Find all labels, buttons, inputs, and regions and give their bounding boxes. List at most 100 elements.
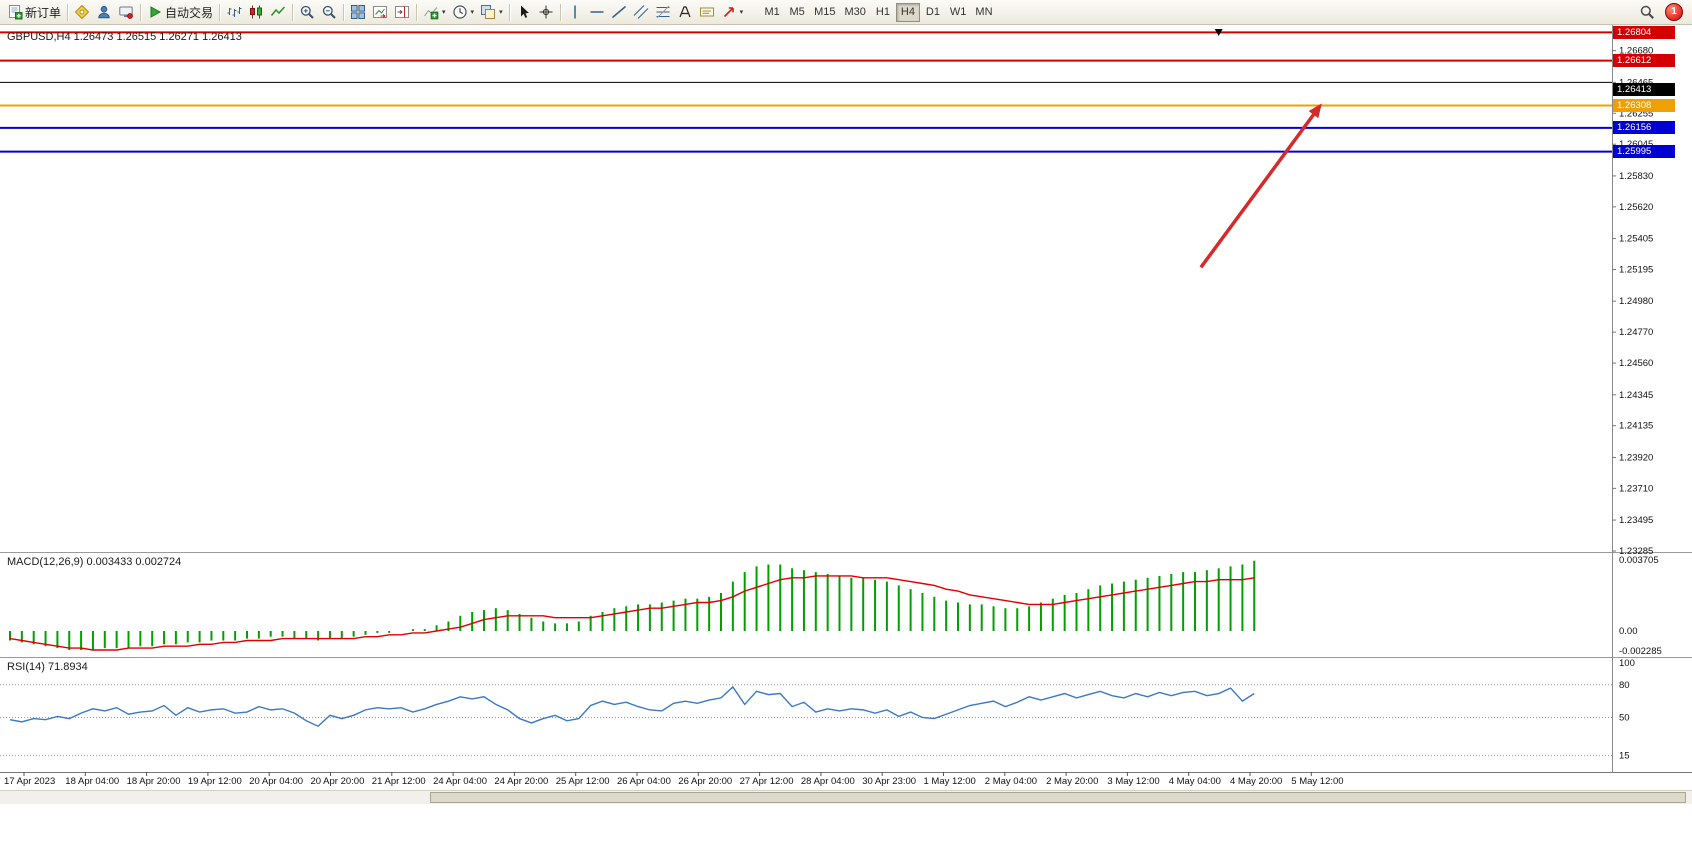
text-button[interactable] (674, 2, 696, 23)
template-icon (480, 4, 496, 20)
chart-ohlc-title: GBPUSD,H4 1.26473 1.26515 1.26271 1.2641… (7, 31, 242, 43)
main-toolbar: 新订单 自动交易 ▾ ▾ ▾ ▾ M1 M5 M15 M30 H1 H4 D1 W1 MN 1 (0, 0, 1692, 25)
toolbar-separator (416, 3, 418, 21)
rsi-pane: 100 80 50 15 (0, 658, 1635, 762)
timeframe-h1-button[interactable]: H1 (871, 3, 895, 22)
text-icon (677, 4, 693, 20)
notification-badge[interactable]: 1 (1665, 3, 1683, 21)
svg-text:100: 100 (1619, 658, 1635, 669)
toolbar-button-groups: 新订单 自动交易 ▾ ▾ ▾ ▾ (4, 2, 746, 23)
horizontal-line-button[interactable] (586, 2, 608, 23)
trendline-button[interactable] (608, 2, 630, 23)
timeframe-h4-button[interactable]: H4 (895, 2, 920, 22)
tile-windows-icon (350, 4, 366, 20)
cursor-button[interactable] (513, 2, 535, 23)
svg-text:21 Apr 12:00: 21 Apr 12:00 (372, 776, 426, 787)
auto-trading-button-label: 自动交易 (165, 5, 214, 20)
auto-scroll-button[interactable] (369, 2, 391, 23)
svg-text:18 Apr 20:00: 18 Apr 20:00 (127, 776, 181, 787)
timeframe-mn-button[interactable]: MN (971, 3, 996, 22)
market-watch-button[interactable] (71, 2, 93, 23)
tile-windows-button[interactable] (347, 2, 369, 23)
arrows-button[interactable]: ▾ (718, 2, 747, 23)
axis-price-label: 1.26804 (1613, 25, 1675, 39)
navigator-button[interactable] (93, 2, 115, 23)
crosshair-icon (538, 4, 554, 20)
time-marker-icon (1214, 29, 1223, 36)
toolbar-separator (219, 3, 221, 21)
crosshair-button[interactable] (535, 2, 557, 23)
timeframe-d1-button[interactable]: D1 (921, 3, 945, 22)
fibonacci-button[interactable] (652, 2, 674, 23)
svg-text:20 Apr 20:00: 20 Apr 20:00 (311, 776, 365, 787)
svg-text:17 Apr 2023: 17 Apr 2023 (4, 776, 55, 787)
terminal-icon (118, 4, 134, 20)
search-icon (1639, 4, 1655, 20)
svg-text:5 May 12:00: 5 May 12:00 (1291, 776, 1343, 787)
chart-shift-icon (394, 4, 410, 20)
indicators-button[interactable]: ▾ (420, 2, 449, 23)
timeframe-m15-button[interactable]: M15 (810, 3, 839, 22)
search-button[interactable] (1636, 2, 1658, 23)
auto-trading-button[interactable]: 自动交易 (144, 2, 216, 23)
svg-text:1.26045: 1.26045 (1619, 139, 1653, 150)
new-order-icon (7, 4, 23, 20)
toolbar-separator (508, 3, 510, 21)
line-chart-icon (270, 4, 286, 20)
timeframe-w1-button[interactable]: W1 (946, 3, 971, 22)
auto-scroll-icon (372, 4, 388, 20)
timeframe-m5-button[interactable]: M5 (785, 3, 809, 22)
dropdown-caret-icon: ▾ (739, 9, 744, 16)
svg-text:1.23920: 1.23920 (1619, 452, 1653, 463)
svg-text:18 Apr 04:00: 18 Apr 04:00 (65, 776, 119, 787)
svg-text:1.24135: 1.24135 (1619, 421, 1653, 432)
svg-text:1.24560: 1.24560 (1619, 358, 1653, 369)
period-icon (452, 4, 468, 20)
axis-price-label: 1.26308 (1613, 98, 1675, 112)
svg-text:1.24980: 1.24980 (1619, 296, 1653, 307)
scrollbar-thumb[interactable] (430, 792, 1686, 803)
cursor-icon (516, 4, 532, 20)
svg-text:1.25405: 1.25405 (1619, 234, 1653, 245)
line-chart-button[interactable] (267, 2, 289, 23)
horizontal-scrollbar[interactable] (0, 790, 1692, 804)
svg-text:2 May 04:00: 2 May 04:00 (985, 776, 1037, 787)
svg-text:26 Apr 04:00: 26 Apr 04:00 (617, 776, 671, 787)
pane-frames (0, 25, 1692, 773)
timeframe-m1-button[interactable]: M1 (760, 3, 784, 22)
new-order-button[interactable]: 新订单 (4, 2, 64, 23)
zoom-in-icon (299, 4, 315, 20)
svg-text:30 Apr 23:00: 30 Apr 23:00 (862, 776, 916, 787)
svg-text:24 Apr 04:00: 24 Apr 04:00 (433, 776, 487, 787)
candlestick-icon (248, 4, 264, 20)
svg-text:0.00: 0.00 (1619, 626, 1638, 637)
indicators-icon (423, 4, 439, 20)
chart-shift-button[interactable] (391, 2, 413, 23)
label-button[interactable] (696, 2, 718, 23)
bar-chart-icon (226, 4, 242, 20)
svg-text:1.24770: 1.24770 (1619, 327, 1653, 338)
terminal-button[interactable] (115, 2, 137, 23)
candlestick-button[interactable] (245, 2, 267, 23)
bar-chart-button[interactable] (223, 2, 245, 23)
axis-price-label: 1.25995 (1613, 145, 1675, 159)
svg-text:26 Apr 20:00: 26 Apr 20:00 (678, 776, 732, 787)
periods-button[interactable]: ▾ (449, 2, 478, 23)
zoom-in-button[interactable] (296, 2, 318, 23)
fibo-icon (655, 4, 671, 20)
timeframe-m30-button[interactable]: M30 (841, 3, 870, 22)
svg-text:2 May 20:00: 2 May 20:00 (1046, 776, 1098, 787)
vertical-line-button[interactable] (564, 2, 586, 23)
trend-arrow (1199, 103, 1322, 269)
zoom-out-button[interactable] (318, 2, 340, 23)
svg-text:1.23285: 1.23285 (1619, 546, 1653, 557)
svg-text:20 Apr 04:00: 20 Apr 04:00 (249, 776, 303, 787)
svg-text:1.25830: 1.25830 (1619, 171, 1653, 182)
macd-pane: 0.003705 0.00 -0.002285 (9, 555, 1662, 657)
channel-button[interactable] (630, 2, 652, 23)
templates-button[interactable]: ▾ (477, 2, 506, 23)
dropdown-caret-icon: ▾ (442, 9, 446, 16)
svg-text:1.25195: 1.25195 (1619, 264, 1653, 275)
